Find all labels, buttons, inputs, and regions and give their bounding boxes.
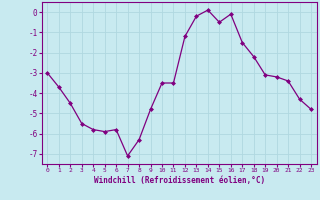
X-axis label: Windchill (Refroidissement éolien,°C): Windchill (Refroidissement éolien,°C) xyxy=(94,176,265,185)
